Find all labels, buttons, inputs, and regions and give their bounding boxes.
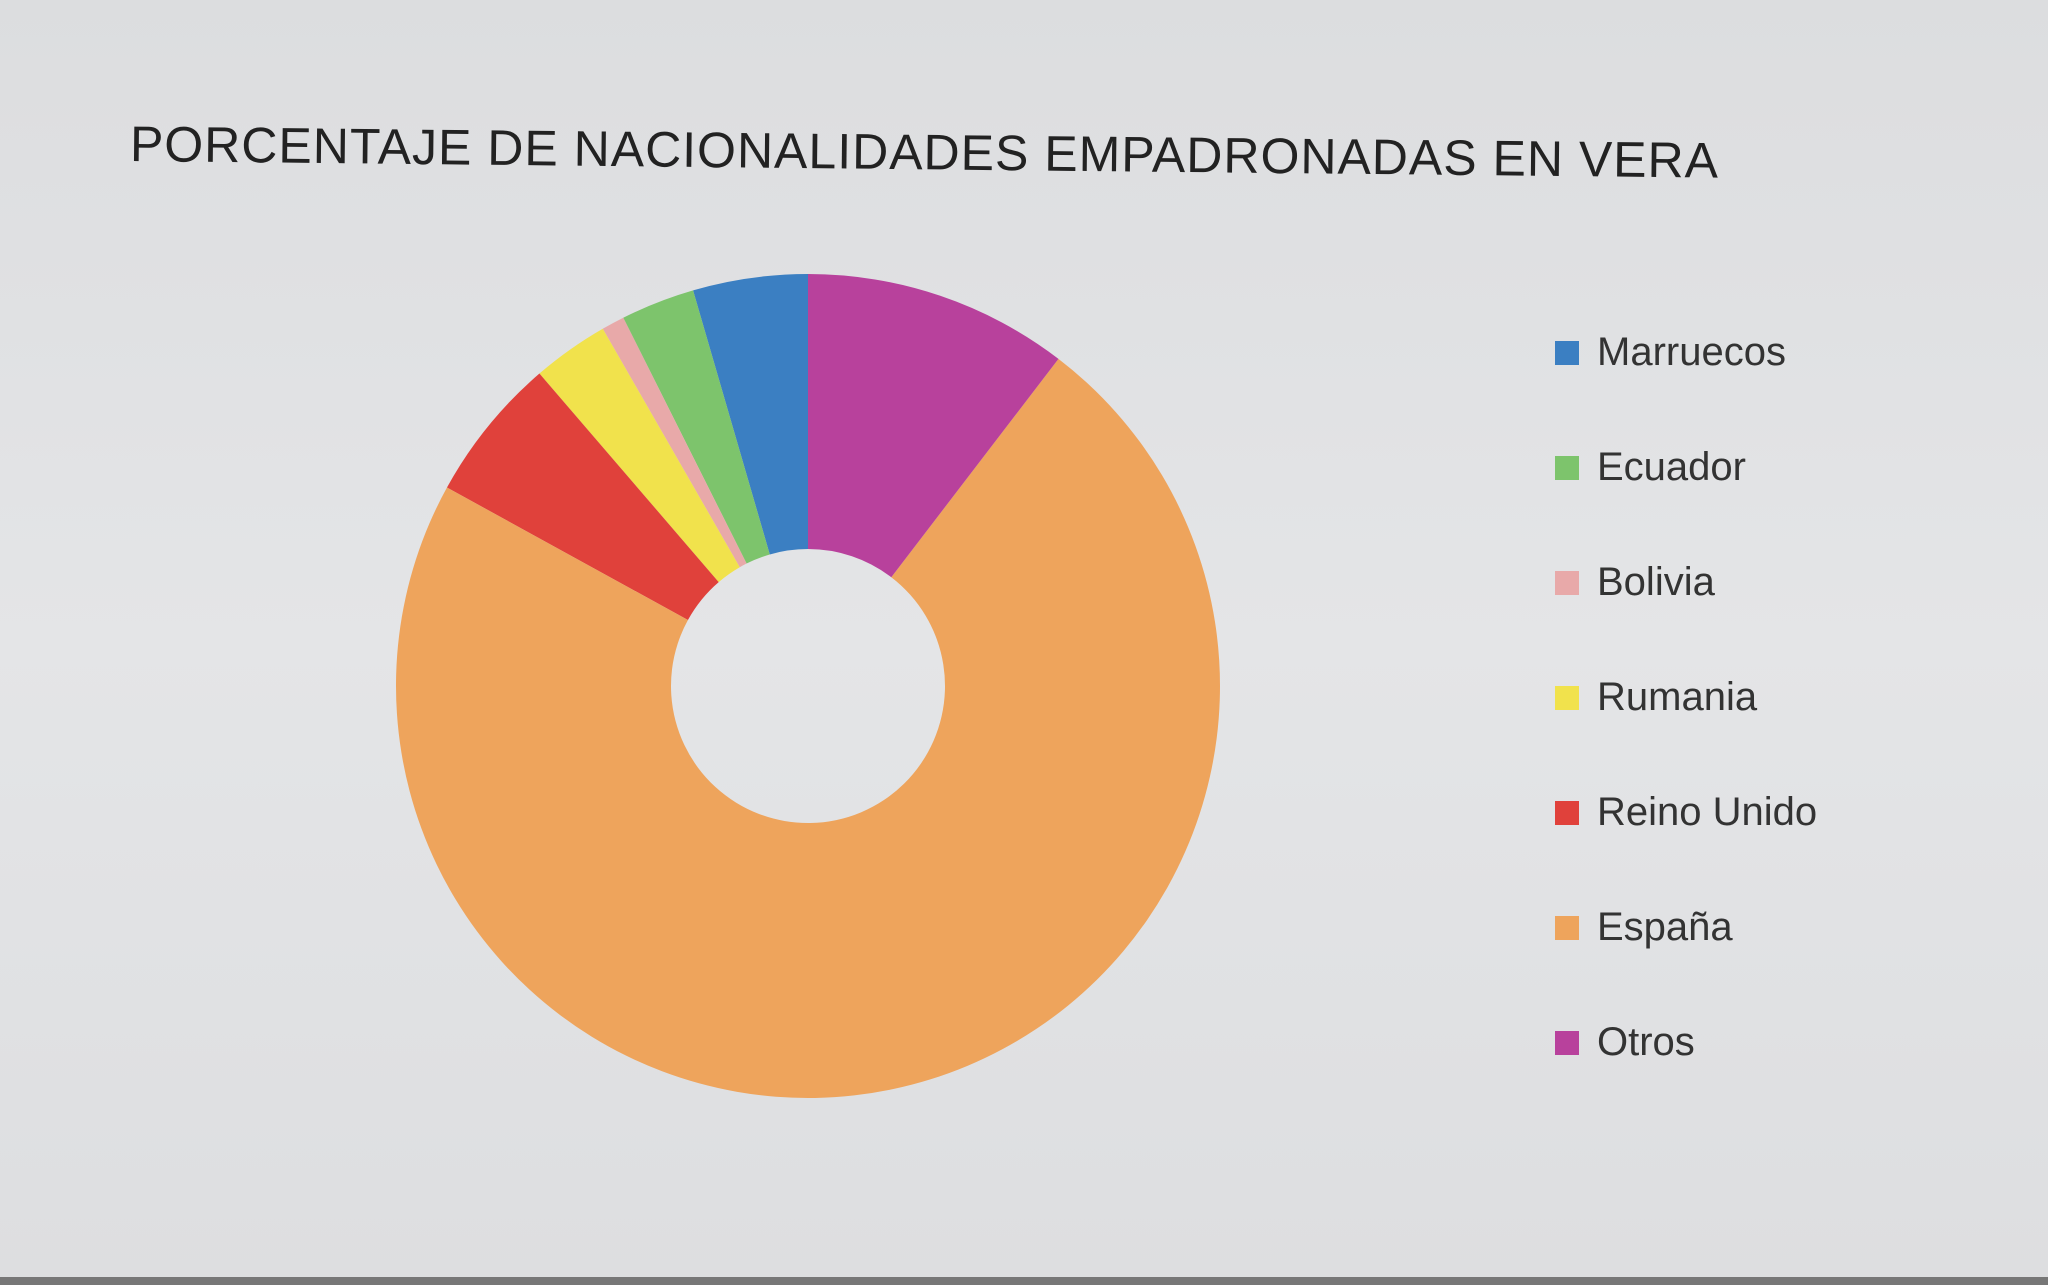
legend-item: Rumania xyxy=(1555,675,1757,720)
legend-swatch xyxy=(1555,340,1579,365)
slice-reino-unido xyxy=(446,373,719,620)
legend-label: Marruecos xyxy=(1597,330,1786,374)
legend-item: Marruecos xyxy=(1555,330,1786,375)
legend-label: Otros xyxy=(1597,1020,1695,1064)
slice-marruecos xyxy=(693,274,808,555)
legend-swatch xyxy=(1555,685,1579,710)
bottom-edge xyxy=(0,1277,2048,1285)
slice-ecuador xyxy=(623,290,770,564)
slice-bolivia xyxy=(602,317,747,568)
legend-label: Ecuador xyxy=(1597,445,1746,489)
slice-otros xyxy=(808,274,1059,578)
slice-españa xyxy=(395,358,1220,1098)
legend-swatch xyxy=(1555,570,1579,595)
legend-item: España xyxy=(1555,905,1733,950)
legend-swatch xyxy=(1555,455,1579,480)
legend-label: Bolivia xyxy=(1597,560,1715,604)
legend-swatch xyxy=(1555,915,1579,940)
legend-item: Bolivia xyxy=(1555,560,1715,605)
legend-item: Ecuador xyxy=(1555,445,1746,490)
legend-swatch xyxy=(1555,1030,1579,1055)
legend-label: Reino Unido xyxy=(1597,790,1818,834)
legend-item: Reino Unido xyxy=(1555,790,1817,835)
legend-item: Otros xyxy=(1555,1020,1695,1065)
slice-rumania xyxy=(539,328,740,583)
legend-swatch xyxy=(1555,800,1579,825)
legend-label: España xyxy=(1597,905,1733,949)
legend-label: Rumania xyxy=(1597,675,1758,719)
